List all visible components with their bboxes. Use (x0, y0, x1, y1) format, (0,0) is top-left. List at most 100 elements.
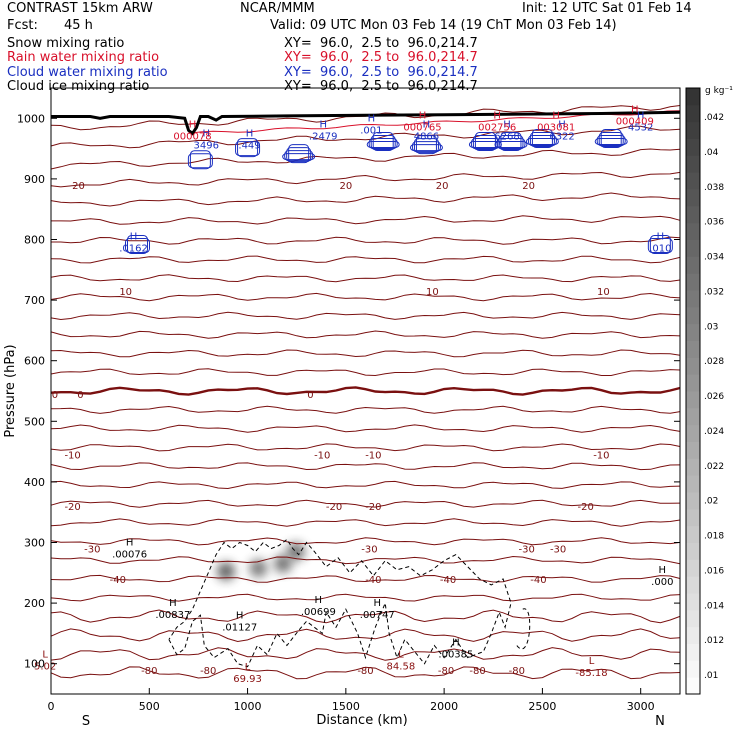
cloud-water-contour (598, 132, 624, 148)
temperature-contour-label: -10 (64, 451, 80, 462)
temperature-contour-line (50, 255, 681, 264)
extremum-marker: H (493, 110, 501, 121)
cloud-water-contour (494, 141, 528, 149)
extremum-marker: H (130, 232, 138, 243)
temperature-contour-label: -40 (530, 575, 546, 586)
extremum-marker: H (368, 113, 376, 124)
colorbar-label: .018 (704, 532, 724, 542)
colorbar-label: .03 (704, 322, 718, 332)
x-tick-label: 2000 (430, 700, 458, 713)
extremum-marker: H (637, 110, 645, 121)
temperature-contour-line (50, 462, 681, 471)
temperature-contour-label: 10 (597, 287, 610, 298)
extremum-marker: L (245, 662, 251, 673)
cloud-water-contour (284, 150, 314, 162)
colorbar-segment (686, 643, 700, 661)
snow-shading-0 (216, 562, 235, 581)
temperature-contour-label: -80 (200, 666, 216, 677)
temperature-contour-line (50, 148, 681, 170)
cloud-water-contour (368, 138, 398, 150)
extremum-marker: H (558, 119, 566, 130)
temperature-contour-line (50, 518, 681, 527)
temperature-contour-label: -20 (64, 502, 80, 513)
temperature-contour-label: -10 (365, 451, 381, 462)
temperature-contour-label: 0 (52, 390, 58, 401)
colorbar-segment (686, 306, 700, 325)
forecast-hour: 45 h (64, 18, 93, 33)
extremum-marker: H (374, 598, 382, 609)
cloud-water-contour (282, 153, 316, 161)
temperature-contour-label: -40 (365, 575, 381, 586)
y-tick-label: 100 (24, 658, 45, 671)
temperature-contour-line (50, 555, 681, 565)
colorbar-segment (686, 525, 700, 543)
extremum-value: .00076 (112, 550, 147, 561)
temperature-contour-line (50, 330, 681, 339)
extremum-marker: H (236, 610, 244, 621)
extremum-value: .00385 (438, 650, 473, 661)
colorbar-segment (686, 508, 700, 527)
cloud-water-contour (496, 138, 526, 150)
extremum-marker: L (589, 656, 595, 667)
colorbar-label: .016 (704, 566, 724, 576)
extremum-marker: H (631, 104, 639, 115)
temperature-contour-label: 0 (77, 390, 83, 401)
extremum-value: 3496 (194, 141, 219, 152)
y-tick-label: 400 (24, 476, 45, 489)
extremum-value: .010 (649, 244, 671, 255)
extremum-marker: L (398, 650, 404, 661)
temperature-contour-line (50, 405, 681, 414)
extremum-marker: L (42, 650, 48, 661)
cloud-water-contour (189, 150, 211, 170)
colorbar-label: .04 (704, 148, 719, 158)
temperature-contour-label: -20 (326, 502, 342, 513)
colorbar-segment (686, 340, 700, 358)
colorbar-segment (686, 475, 700, 493)
colorbar-segment (686, 138, 700, 156)
cloud-water-contour (525, 138, 559, 146)
colorbar-segment (686, 88, 700, 106)
temperature-contour-line (50, 499, 681, 508)
field-label-rain: Rain water mixing ratio (7, 50, 160, 65)
cloud-water-contour (409, 144, 443, 152)
extremum-marker: H (552, 110, 560, 121)
cloud-water-contour (411, 141, 441, 153)
temperature-contour-label: -40 (440, 575, 456, 586)
colorbar-segment (686, 677, 700, 695)
temperature-contour-line (50, 386, 681, 396)
plot-frame (50, 87, 681, 695)
temperature-contour-label: -80 (141, 666, 157, 677)
colorbar-segment (686, 256, 700, 274)
cloud-water-contour (596, 135, 626, 147)
terrain-line (51, 110, 681, 136)
cloud-water-contour (124, 238, 150, 254)
field-xy-cloud-water: XY= 96.0, 2.5 to 96.0,214.7 (284, 65, 478, 80)
extremum-marker: H (423, 119, 431, 130)
colorbar-label: .012 (704, 636, 724, 646)
cloud-water-contour (529, 132, 555, 148)
y-tick-label: 200 (24, 597, 45, 610)
colorbar-segment (686, 660, 700, 678)
temperature-contour-line (50, 609, 681, 624)
temperature-contour-line (50, 349, 681, 358)
cloud-water-contour (187, 153, 213, 169)
extremum-value: .00747 (360, 610, 395, 621)
colorbar-segment (686, 559, 700, 577)
temperature-contour-line (50, 292, 681, 302)
temperature-contour-label: -10 (314, 451, 330, 462)
temperature-contour-line (50, 424, 681, 433)
cloud-ice-contour (516, 608, 531, 650)
temperature-contour-line (51, 215, 681, 225)
temperature-contour-label: -80 (438, 666, 454, 677)
extremum-value: 4532 (628, 122, 653, 133)
x-tick-label: 500 (139, 700, 160, 713)
colorbar-segment (686, 542, 700, 560)
temperature-contour-line (50, 125, 681, 149)
extremum-marker: H (169, 598, 177, 609)
temperature-contour-label: -30 (361, 545, 377, 556)
temperature-contour-line (50, 574, 681, 583)
temperature-contour-line (51, 236, 681, 245)
colorbar-segment (686, 626, 700, 644)
colorbar-segment (686, 391, 700, 409)
extremum-value: .01127 (222, 622, 257, 633)
